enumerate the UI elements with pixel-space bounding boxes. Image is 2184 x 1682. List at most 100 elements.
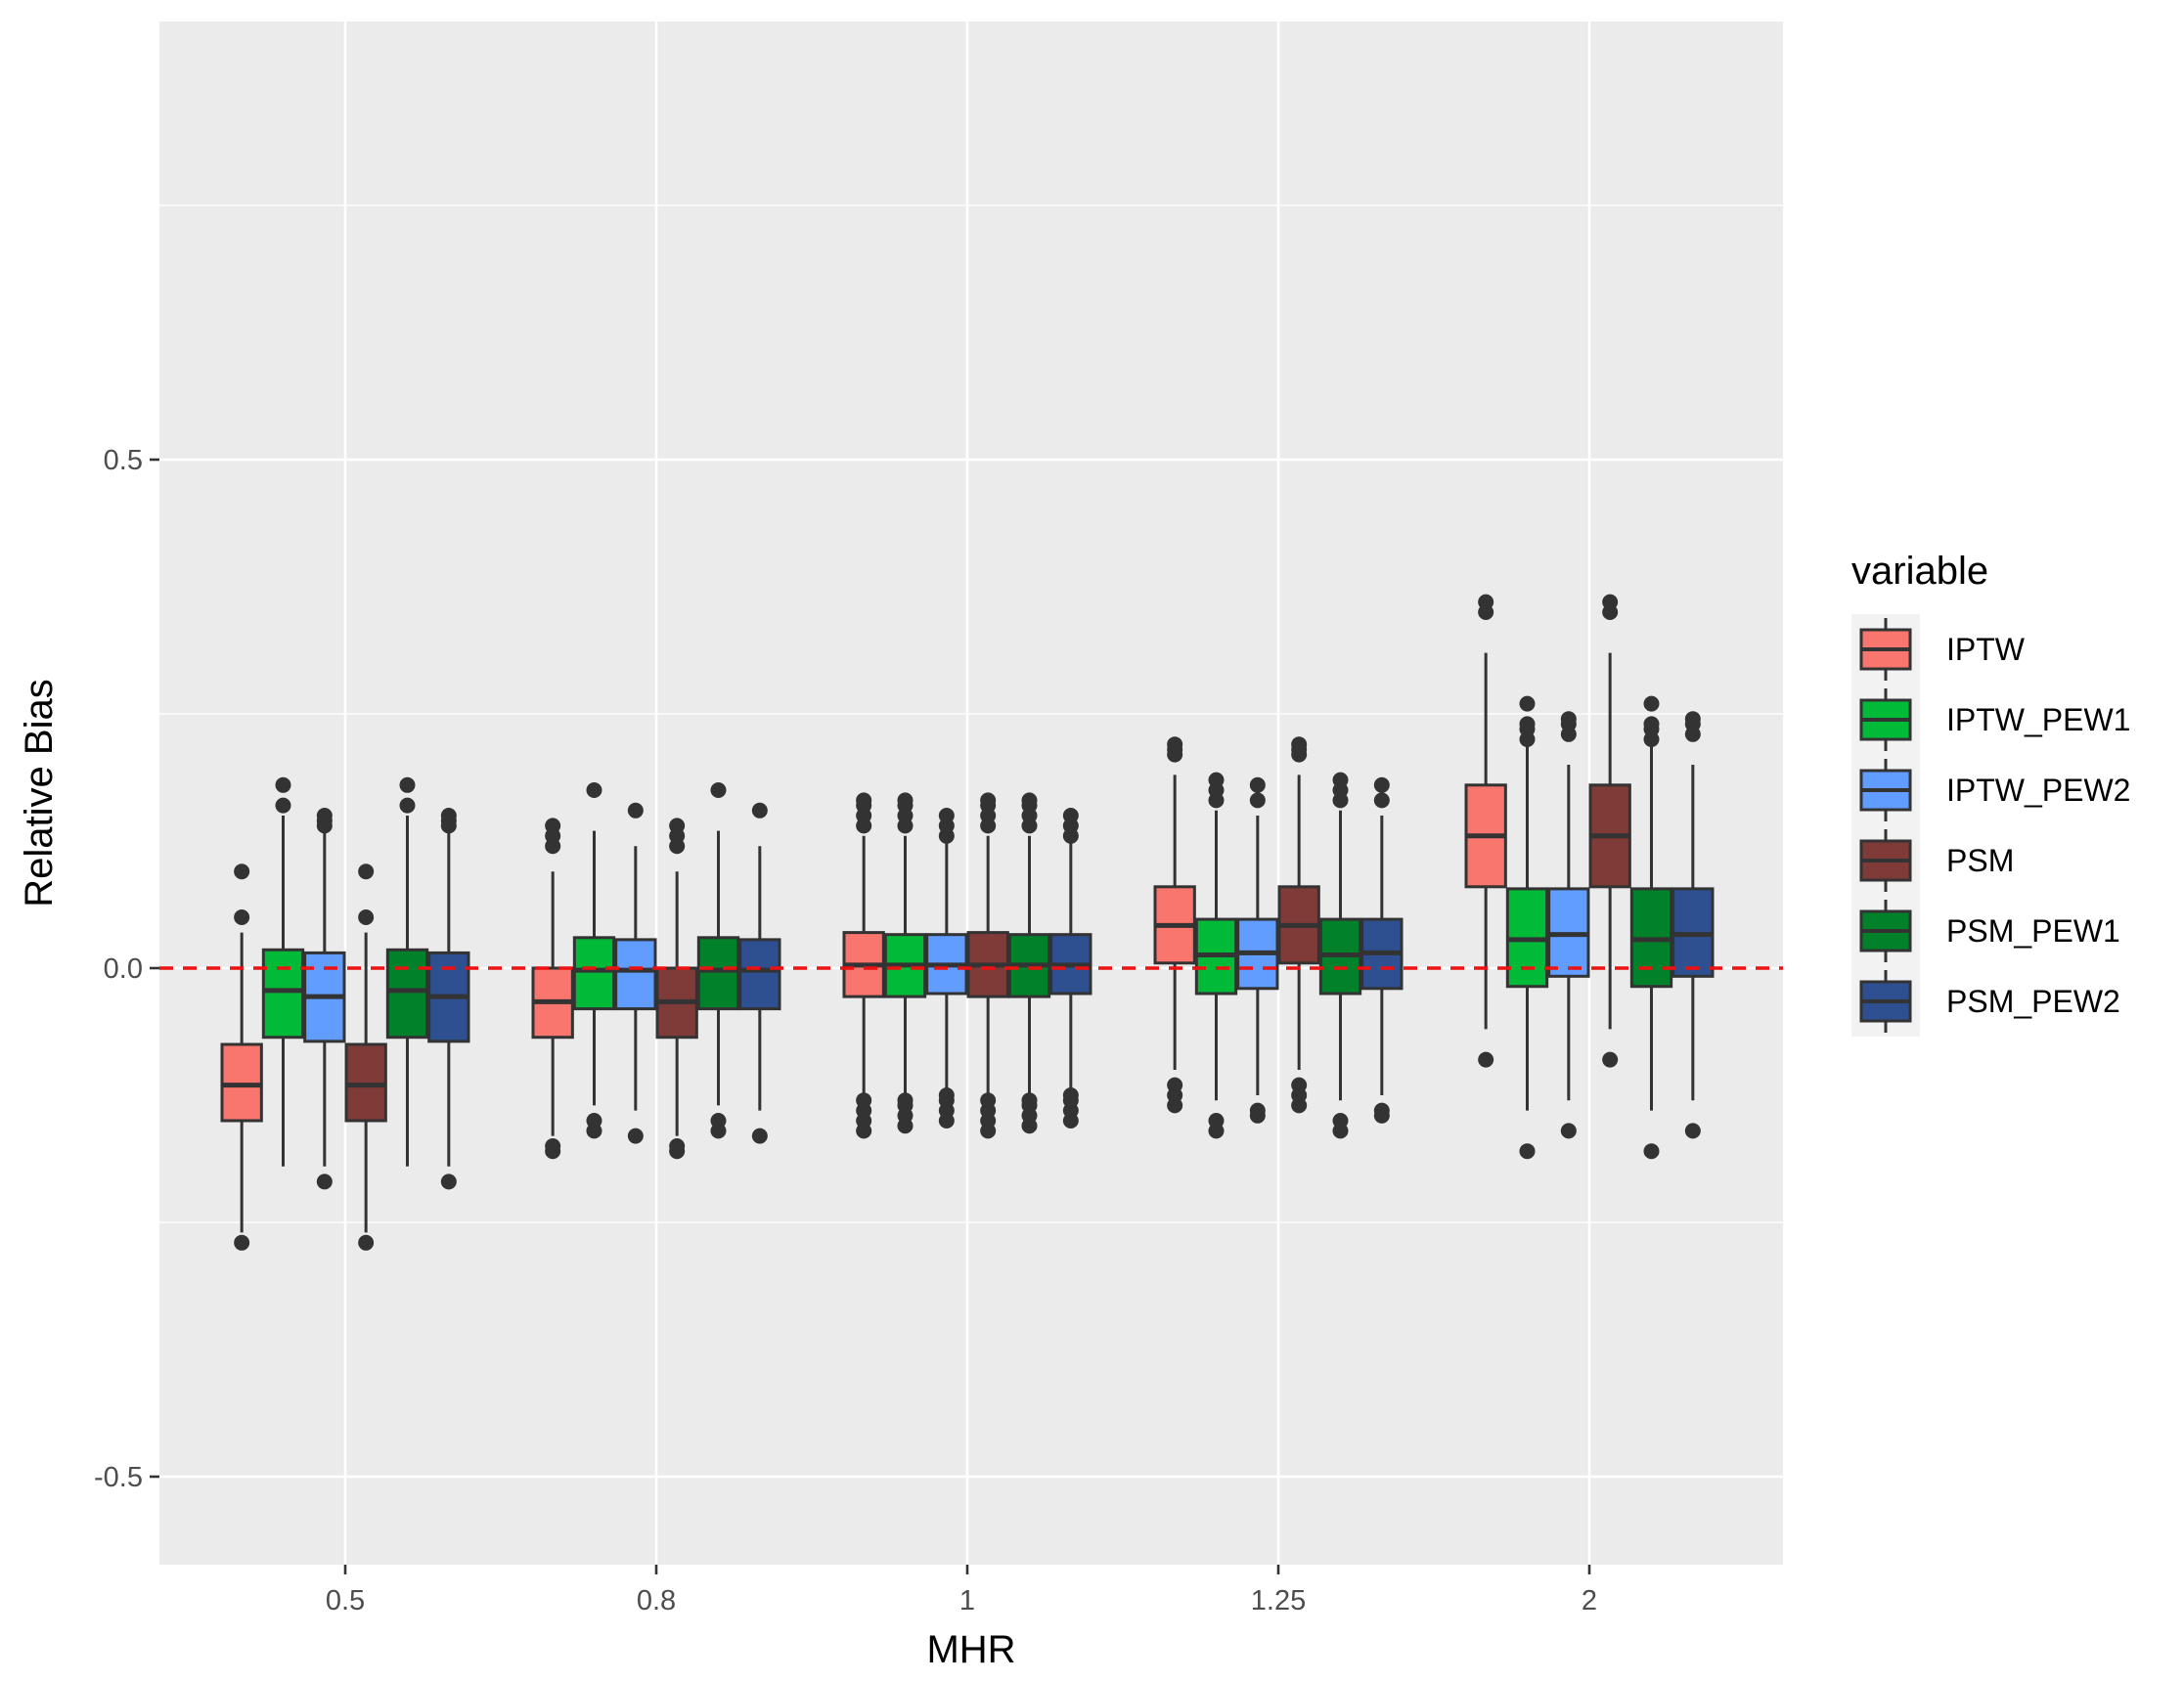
outlier-point <box>1249 1102 1266 1119</box>
outlier-point <box>1021 792 1038 809</box>
box-IPTW_PEW1-0.5 <box>261 776 305 1167</box>
outlier-point <box>1373 1102 1390 1119</box>
outlier-point <box>358 1234 375 1251</box>
outlier-point <box>234 1234 250 1251</box>
y-tick-label: 0.0 <box>104 953 143 985</box>
box-PSM-0.8 <box>655 818 698 1160</box>
outlier-point <box>1062 1087 1079 1103</box>
outlier-point <box>856 792 872 809</box>
outlier-point <box>1062 808 1079 823</box>
outlier-point <box>358 863 375 880</box>
outlier-point <box>1519 695 1536 712</box>
box-PSM_PEW1-1 <box>1007 792 1051 1134</box>
box-PSM_PEW2-0.8 <box>738 802 781 1144</box>
box-IPTW_PEW1-0.8 <box>572 782 616 1139</box>
box-PSM_PEW1-2 <box>1629 695 1673 1160</box>
box-PSM_PEW2-1 <box>1049 808 1092 1129</box>
outlier-point <box>669 1138 686 1154</box>
box-IPTW-0.5 <box>220 863 263 1251</box>
outlier-point <box>1167 1077 1183 1093</box>
box-IPTW_PEW2-2 <box>1547 711 1590 1139</box>
outlier-point <box>440 1173 457 1190</box>
outlier-point <box>1373 776 1390 793</box>
minor-gridlines <box>159 204 1783 1223</box>
legend-label: IPTW_PEW1 <box>1946 702 2130 737</box>
outlier-point <box>1684 1123 1701 1139</box>
box-PSM_PEW1-1.25 <box>1318 772 1362 1139</box>
box-IPTW-1 <box>842 792 885 1139</box>
outlier-point <box>669 818 686 834</box>
outlier-point <box>234 909 250 925</box>
outlier-point <box>1373 792 1390 809</box>
outlier-point <box>1602 1051 1619 1068</box>
legend-key-PSM_PEW1 <box>1859 900 1912 962</box>
outlier-point <box>980 792 997 809</box>
box-PSM_PEW1-0.5 <box>385 776 429 1167</box>
outlier-point <box>856 1092 872 1109</box>
box-IPTW-1.25 <box>1153 736 1196 1114</box>
outlier-point <box>275 776 291 793</box>
y-tick-label: 0.5 <box>104 445 143 476</box>
outlier-point <box>980 1092 997 1109</box>
box-PSM-2 <box>1588 594 1631 1068</box>
outlier-point <box>938 808 955 823</box>
legend: variable IPTW IPTW_PEW1 IPTW_PEW2 PSM PSM_PE… <box>1851 550 2130 1037</box>
box-IPTW_PEW2-0.5 <box>303 808 346 1190</box>
outlier-point <box>1291 1077 1308 1093</box>
box-IPTW_PEW1-1.25 <box>1194 772 1238 1139</box>
x-tick-label: 1 <box>959 1585 975 1616</box>
outlier-point <box>316 808 333 823</box>
outlier-point <box>627 1128 644 1144</box>
outlier-point <box>938 1087 955 1103</box>
box-IPTW_PEW2-1 <box>925 808 968 1129</box>
outlier-point <box>234 863 250 880</box>
outlier-point <box>897 792 914 809</box>
outlier-point <box>316 1173 333 1190</box>
outlier-point <box>1643 716 1660 732</box>
legend-label: IPTW <box>1946 632 2026 667</box>
legend-label: PSM_PEW1 <box>1946 913 2120 949</box>
y-axis: -0.5 0.0 0.5 <box>94 445 159 1493</box>
legend-key-IPTW_PEW1 <box>1859 688 1912 751</box>
outlier-point <box>1643 1143 1660 1160</box>
outlier-point <box>1478 1051 1494 1068</box>
outlier-point <box>1167 736 1183 753</box>
outlier-point <box>1249 792 1266 809</box>
box-PSM_PEW2-2 <box>1671 711 1715 1139</box>
box-IPTW-2 <box>1464 594 1507 1068</box>
x-tick-label: 1.25 <box>1251 1585 1306 1616</box>
outlier-point <box>627 802 644 819</box>
outlier-point <box>1478 594 1494 610</box>
outlier-point <box>1249 776 1266 793</box>
outlier-point <box>1208 1113 1225 1129</box>
outlier-point <box>710 782 727 798</box>
outlier-point <box>1208 772 1225 788</box>
outlier-point <box>1560 1123 1577 1139</box>
box-body <box>572 936 616 1011</box>
y-tick-label: -0.5 <box>94 1462 143 1493</box>
legend-key-background <box>1851 614 1920 1037</box>
x-axis-title: MHR <box>926 1628 1015 1671</box>
legend-title: variable <box>1851 550 1988 593</box>
outlier-point <box>1021 1092 1038 1109</box>
outlier-point <box>1602 594 1619 610</box>
outlier-point <box>1291 736 1308 753</box>
box-IPTW_PEW1-2 <box>1505 695 1549 1160</box>
legend-key-PSM_PEW2 <box>1859 970 1912 1033</box>
x-tick-label: 2 <box>1582 1585 1597 1616</box>
box-PSM-1 <box>966 792 1009 1139</box>
legend-label: PSM_PEW2 <box>1946 984 2120 1019</box>
box-PSM_PEW2-1.25 <box>1360 776 1404 1124</box>
outlier-point <box>1332 772 1349 788</box>
box-PSM-1.25 <box>1277 736 1320 1114</box>
outlier-point <box>545 1138 561 1154</box>
box-body <box>385 948 429 1040</box>
outlier-point <box>399 776 416 793</box>
box-body <box>614 938 657 1011</box>
outlier-point <box>1519 1143 1536 1160</box>
legend-key-PSM <box>1859 829 1912 892</box>
legend-label: PSM <box>1946 843 2014 878</box>
outlier-point <box>710 1113 727 1129</box>
outlier-point <box>1643 695 1660 712</box>
